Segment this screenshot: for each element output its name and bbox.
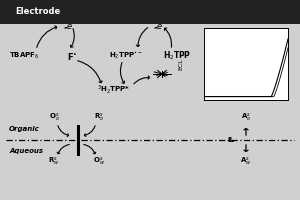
Text: $^3$H$_2$TPP*: $^3$H$_2$TPP* [98, 84, 130, 96]
Text: TBAPF$_6$: TBAPF$_6$ [9, 51, 39, 61]
Text: Aqueous: Aqueous [9, 148, 43, 154]
Text: A$_o^s$: A$_o^s$ [241, 112, 251, 124]
Text: O$_o^s$: O$_o^s$ [49, 112, 59, 124]
Text: ECL: ECL [178, 58, 183, 70]
Text: IL: IL [228, 137, 234, 143]
Text: H$_2$TPP$^{\bullet-}$: H$_2$TPP$^{\bullet-}$ [109, 51, 143, 61]
Text: A$_w^s$: A$_w^s$ [240, 156, 252, 168]
Text: R$_w^s$: R$_w^s$ [48, 156, 60, 168]
Text: O$_w^s$: O$_w^s$ [93, 156, 105, 168]
Text: Electrode: Electrode [15, 7, 60, 17]
Text: F$^{\bullet}$: F$^{\bullet}$ [67, 50, 77, 62]
Text: Organic: Organic [9, 126, 40, 132]
Text: e: e [156, 22, 162, 31]
Text: R$_o^s$: R$_o^s$ [94, 112, 104, 124]
Bar [0, 0, 300, 24]
Text: e: e [66, 22, 72, 31]
Text: H$_2$TPP: H$_2$TPP [163, 50, 191, 62]
